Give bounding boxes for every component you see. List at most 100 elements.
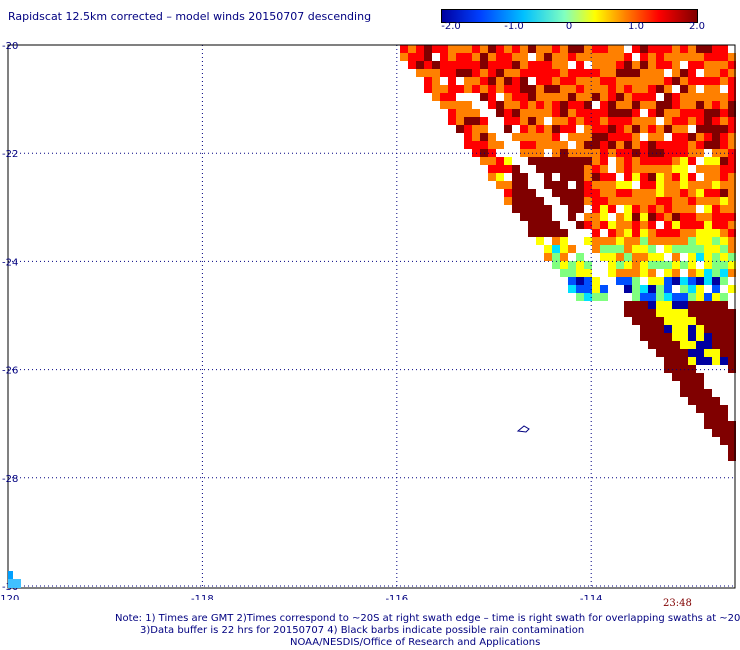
data-cell (584, 189, 592, 197)
data-cell (696, 61, 704, 69)
data-cell (704, 253, 712, 261)
data-cell (672, 77, 680, 85)
data-cell (552, 237, 560, 245)
data-cell (560, 237, 568, 245)
data-cell (704, 269, 712, 277)
data-cell (664, 229, 672, 237)
data-cell (536, 213, 544, 221)
data-cell (560, 197, 568, 205)
data-cell (464, 45, 472, 53)
data-cell (712, 421, 720, 429)
data-cell (496, 141, 504, 149)
data-cell (584, 197, 592, 205)
data-cell (584, 269, 592, 277)
data-cell (592, 277, 600, 285)
data-cell (696, 317, 704, 325)
data-cell (544, 125, 552, 133)
data-cell (552, 53, 560, 61)
data-cell (584, 93, 592, 101)
data-cell (664, 293, 672, 301)
data-cell (424, 45, 432, 53)
data-cell (608, 53, 616, 61)
data-cell (608, 77, 616, 85)
data-cell (512, 133, 520, 141)
data-cell (536, 237, 544, 245)
data-cell (648, 253, 656, 261)
data-cell (640, 253, 648, 261)
data-cell (672, 93, 680, 101)
data-cell (584, 77, 592, 85)
data-cell (576, 85, 584, 93)
data-cell (528, 93, 536, 101)
data-cell (720, 221, 728, 229)
data-cell (672, 245, 680, 253)
data-cell (448, 61, 456, 69)
data-cell (608, 269, 616, 277)
data-cell (632, 269, 640, 277)
data-cell (544, 133, 552, 141)
data-cell (584, 237, 592, 245)
data-cell (656, 333, 664, 341)
data-cell (568, 165, 576, 173)
data-cell (728, 445, 736, 453)
data-cell (648, 237, 656, 245)
data-cell (544, 101, 552, 109)
data-cell (624, 253, 632, 261)
data-cell (592, 53, 600, 61)
note-line: NOAA/NESDIS/Office of Research and Appli… (290, 637, 541, 648)
data-cell (464, 109, 472, 117)
data-cell (464, 133, 472, 141)
data-cell (576, 69, 584, 77)
data-cell (728, 325, 736, 333)
data-cell (688, 85, 696, 93)
data-cell (696, 53, 704, 61)
data-cell (720, 357, 728, 365)
data-cell (712, 325, 720, 333)
data-cell (544, 229, 552, 237)
data-cell (592, 285, 600, 293)
data-cell (512, 165, 520, 173)
data-cell (600, 117, 608, 125)
data-cell (680, 333, 688, 341)
data-cell (624, 77, 632, 85)
data-cell (696, 269, 704, 277)
data-cell (504, 45, 512, 53)
data-cell (656, 173, 664, 181)
data-cell (712, 181, 720, 189)
data-cell (568, 213, 576, 221)
data-cell (672, 173, 680, 181)
data-cell (464, 61, 472, 69)
data-cell (688, 45, 696, 53)
data-cell (560, 93, 568, 101)
data-cell (712, 213, 720, 221)
data-cell (688, 109, 696, 117)
data-cell (672, 325, 680, 333)
data-cell (648, 229, 656, 237)
data-cell (536, 221, 544, 229)
data-cell (568, 85, 576, 93)
data-cell (672, 213, 680, 221)
data-cell (640, 165, 648, 173)
data-cell (592, 141, 600, 149)
data-cell (520, 125, 528, 133)
data-cell (568, 69, 576, 77)
data-cell (712, 53, 720, 61)
data-cell (704, 301, 712, 309)
data-cell (536, 53, 544, 61)
data-cell (560, 141, 568, 149)
data-cell (664, 269, 672, 277)
x-tick-label: -114 (580, 594, 603, 600)
data-cell (592, 221, 600, 229)
data-cell (712, 317, 720, 325)
data-cell (688, 221, 696, 229)
data-cell (560, 69, 568, 77)
data-cell (512, 69, 520, 77)
data-cell (672, 61, 680, 69)
data-cell (672, 109, 680, 117)
data-cell (496, 53, 504, 61)
data-cell (672, 205, 680, 213)
data-cell (544, 157, 552, 165)
data-cell (632, 309, 640, 317)
data-cell (728, 77, 736, 85)
data-cell (528, 197, 536, 205)
